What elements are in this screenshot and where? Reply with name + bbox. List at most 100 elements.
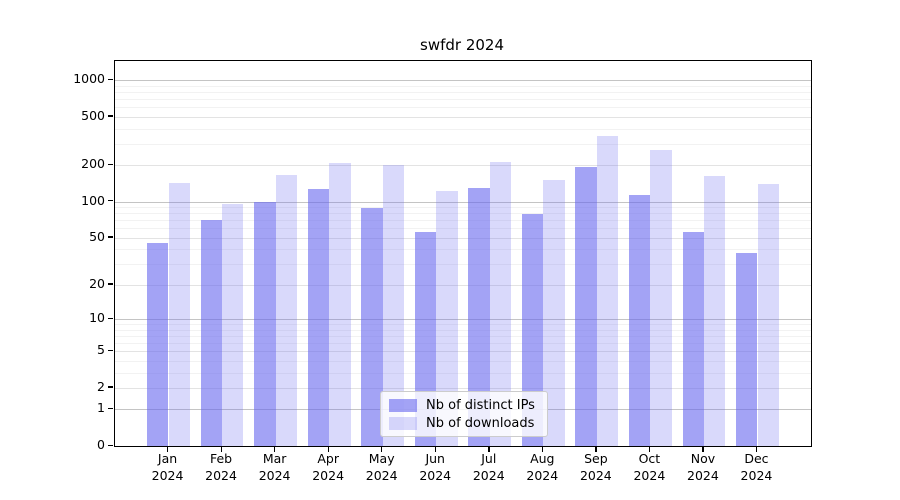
x-tick-mark-nov	[702, 446, 704, 452]
bar-may-distinct-ips	[361, 207, 383, 446]
gridline-80	[115, 213, 811, 215]
bar-nov-distinct-ips	[682, 231, 704, 446]
x-tick-mark-jul	[488, 446, 490, 452]
x-tick-mark-feb	[220, 446, 222, 452]
y-tick-mark-50	[108, 236, 113, 238]
bar-mar-downloads	[275, 175, 297, 446]
y-tick-mark-10	[108, 317, 113, 319]
bar-dec-distinct-ips	[736, 253, 758, 446]
y-tick-mark-20	[108, 283, 113, 285]
bar-feb-downloads	[222, 204, 244, 446]
gridline-1000	[115, 80, 811, 82]
bar-aug-downloads	[543, 180, 565, 446]
bar-jan-distinct-ips	[147, 243, 169, 446]
x-tick-label-aug: Aug 2024	[526, 451, 559, 483]
gridline-40	[115, 249, 811, 251]
y-tick-mark-0	[108, 444, 113, 446]
x-tick-label-sep: Sep 2024	[579, 451, 612, 483]
gridline-70	[115, 220, 811, 222]
gridline-20	[115, 284, 811, 286]
y-tick-label-10: 10	[89, 310, 105, 326]
x-tick-label-jan: Jan 2024	[151, 451, 184, 483]
x-tick-mark-jan	[167, 446, 169, 452]
gridline-10	[115, 319, 811, 320]
x-tick-mark-aug	[541, 446, 544, 452]
y-tick-label-5: 5	[97, 342, 105, 358]
bar-jul-downloads	[489, 161, 512, 446]
x-tick-label-jul: Jul 2024	[472, 451, 505, 483]
y-tick-mark-2	[108, 386, 113, 388]
y-tick-label-1000: 1000	[73, 71, 105, 87]
bar-sep-distinct-ips	[575, 166, 597, 446]
gridline-5	[115, 351, 811, 353]
y-tick-label-100: 100	[81, 192, 105, 208]
legend-swatch-distinct-ips	[389, 398, 417, 412]
gridline-6	[115, 343, 811, 344]
gridline-90	[115, 207, 811, 209]
y-tick-label-500: 500	[81, 107, 105, 123]
x-tick-mark-mar	[274, 446, 276, 452]
legend-label-distinct-ips: Nb of distinct IPs	[426, 397, 535, 413]
x-tick-mark-oct	[648, 446, 651, 452]
legend: Nb of distinct IPs Nb of downloads	[380, 391, 548, 437]
x-tick-label-feb: Feb 2024	[205, 451, 237, 483]
y-tick-label-20: 20	[89, 275, 105, 291]
gridline-500	[115, 116, 811, 118]
y-tick-label-1: 1	[97, 400, 105, 416]
gridline-4	[115, 360, 811, 362]
bar-jan-downloads	[168, 182, 190, 446]
x-tick-label-jun: Jun 2024	[419, 451, 452, 483]
gridline-700	[115, 99, 811, 101]
x-tick-label-nov: Nov 2024	[687, 451, 719, 483]
bar-oct-downloads	[650, 149, 672, 446]
legend-swatch-downloads	[389, 416, 417, 430]
bar-apr-distinct-ips	[307, 189, 330, 446]
gridline-30	[115, 264, 811, 266]
y-tick-mark-500	[108, 115, 113, 117]
bar-mar-distinct-ips	[254, 201, 276, 446]
y-tick-mark-100	[108, 200, 113, 202]
bar-aug-distinct-ips	[521, 214, 544, 446]
x-tick-label-dec: Dec 2024	[740, 451, 773, 483]
y-tick-label-0: 0	[97, 437, 105, 452]
x-tick-mark-dec	[755, 446, 758, 452]
y-tick-label-2: 2	[97, 378, 105, 394]
gridline-2	[115, 387, 811, 389]
gridline-60	[115, 228, 811, 230]
y-tick-label-50: 50	[89, 228, 105, 244]
x-tick-mark-sep	[595, 446, 597, 452]
legend-item-distinct-ips: Nb of distinct IPs	[389, 398, 539, 413]
gridline-8	[115, 329, 811, 331]
chart-title: swfdr 2024	[420, 36, 504, 54]
gridline-300	[115, 143, 811, 145]
bar-nov-downloads	[703, 176, 726, 446]
gridline-200	[115, 165, 811, 167]
x-tick-mark-may	[381, 446, 383, 452]
legend-label-downloads: Nb of downloads	[426, 415, 535, 431]
legend-item-downloads: Nb of downloads	[389, 416, 539, 431]
y-tick-mark-1	[108, 407, 113, 410]
y-tick-label-200: 200	[81, 156, 105, 172]
gridline-900	[115, 85, 811, 87]
gridline-100	[115, 201, 811, 203]
bar-dec-downloads	[757, 183, 779, 446]
x-tick-label-may: May 2024	[365, 451, 398, 483]
y-tick-mark-1000	[108, 78, 113, 80]
y-tick-mark-200	[108, 163, 113, 165]
gridline-800	[115, 92, 811, 93]
bar-jul-distinct-ips	[468, 187, 490, 446]
bar-apr-downloads	[329, 162, 351, 446]
x-tick-mark-apr	[327, 446, 329, 452]
y-tick-mark-5	[108, 349, 113, 351]
gridline-400	[115, 128, 811, 130]
bar-oct-distinct-ips	[629, 194, 651, 446]
gridline-50	[115, 237, 811, 239]
x-tick-label-apr: Apr 2024	[312, 451, 345, 483]
gridline-9	[115, 324, 811, 326]
gridline-600	[115, 107, 811, 109]
gridline-3	[115, 372, 811, 374]
x-tick-label-oct: Oct 2024	[633, 451, 666, 483]
bar-sep-downloads	[596, 136, 619, 446]
gridline-7	[115, 335, 811, 337]
